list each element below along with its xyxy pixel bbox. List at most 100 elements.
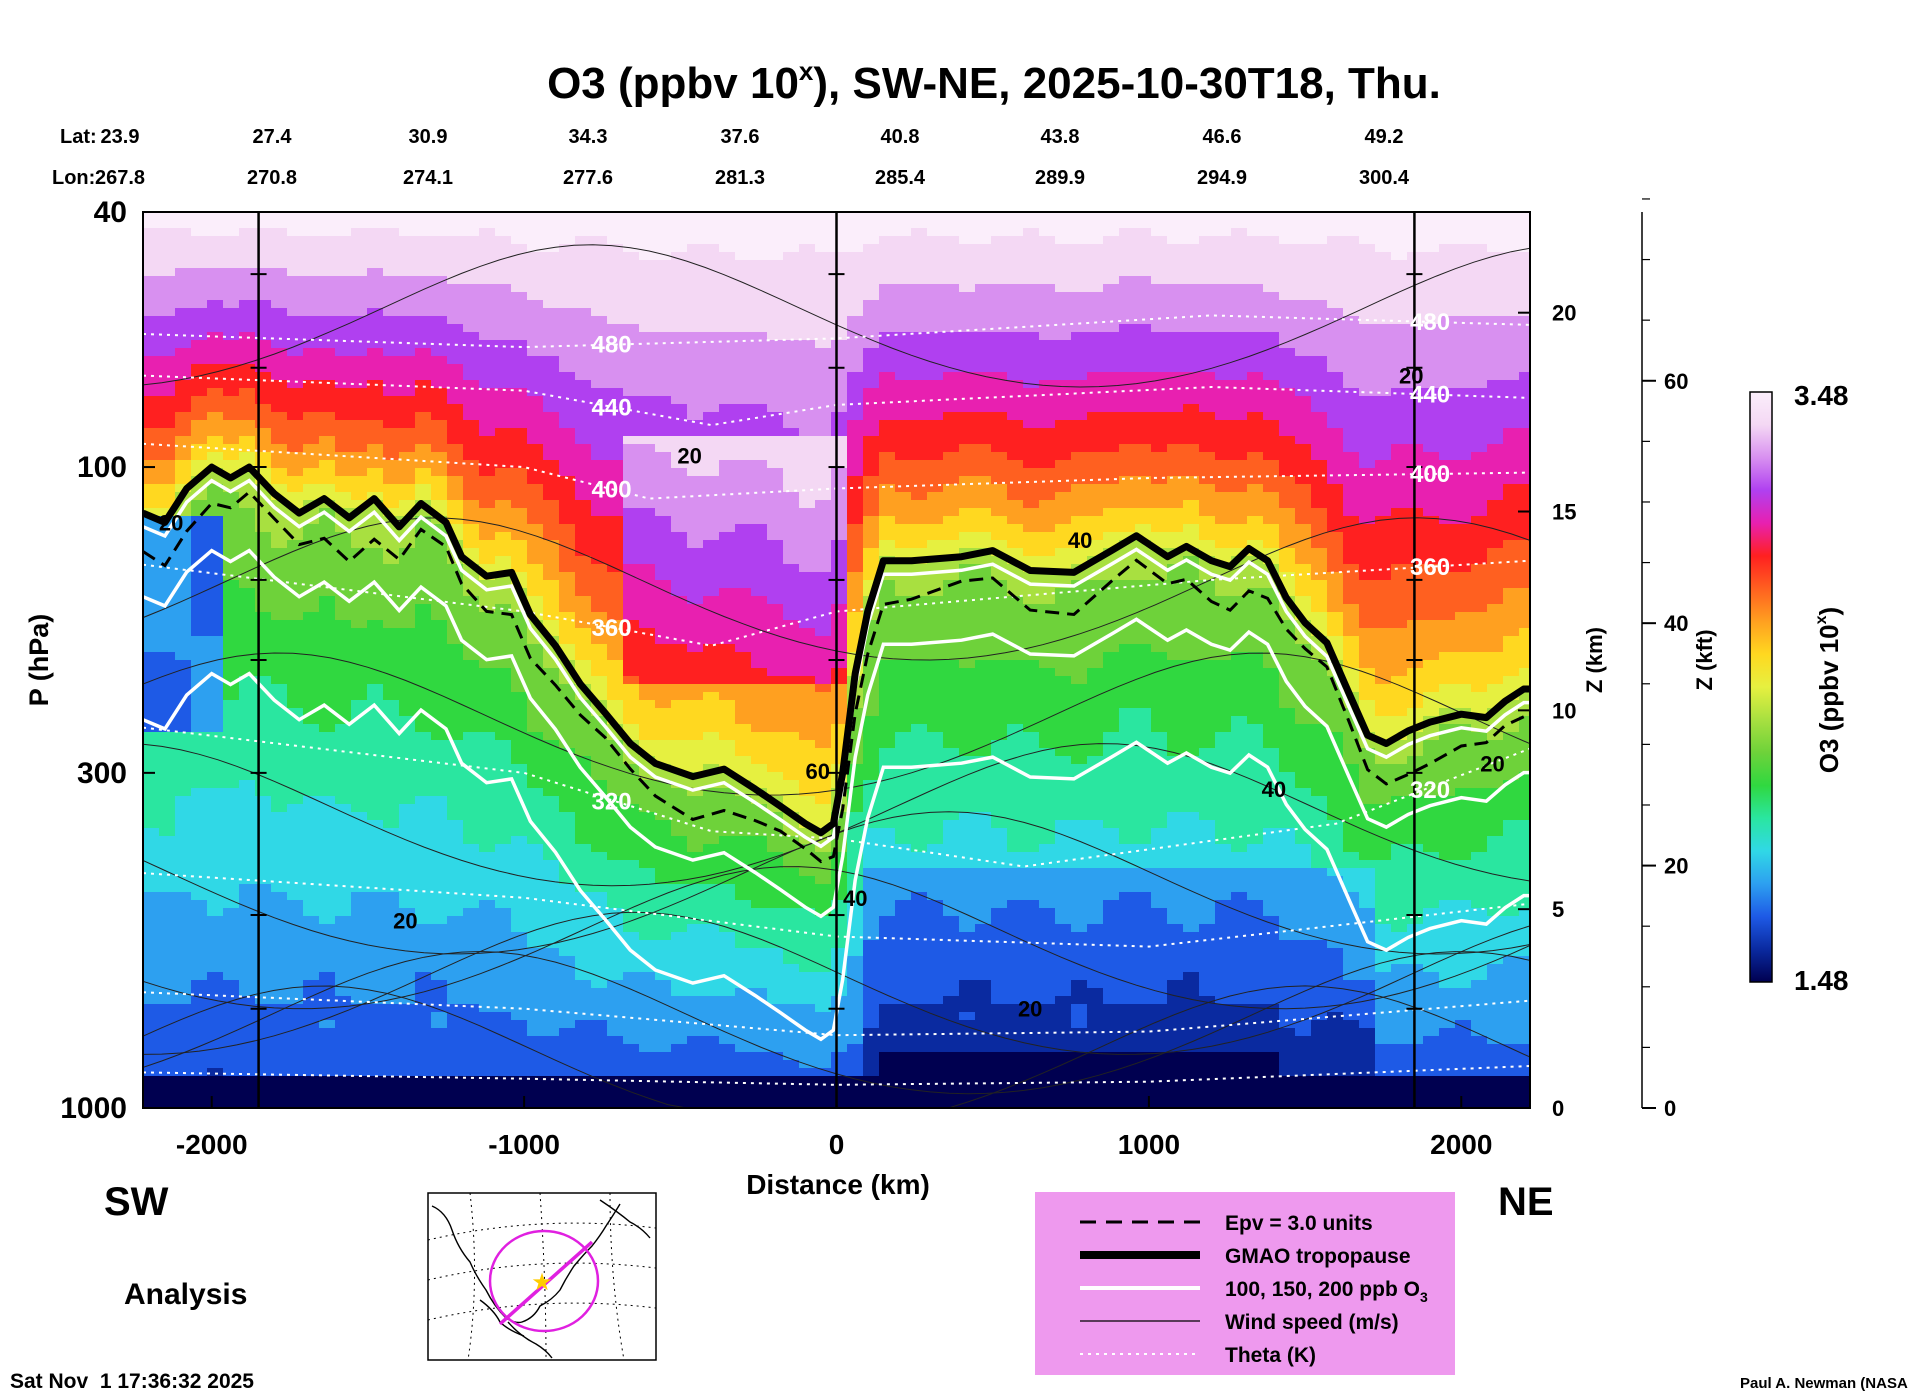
ozone-cell: [255, 604, 272, 613]
ozone-cell: [367, 548, 384, 557]
ozone-cell: [607, 708, 624, 717]
ozone-cell: [399, 732, 416, 741]
ozone-cell: [687, 1100, 704, 1108]
ozone-cell: [783, 332, 800, 341]
ozone-cell: [671, 516, 688, 525]
ozone-cell: [735, 476, 752, 485]
ozone-cell: [719, 524, 736, 533]
ozone-cell: [463, 716, 480, 725]
ozone-cell: [847, 292, 864, 301]
ozone-cell: [767, 596, 784, 605]
ozone-cell: [575, 660, 592, 669]
ozone-cell: [255, 236, 272, 245]
ozone-cell: [527, 572, 544, 581]
ozone-cell: [623, 1084, 640, 1093]
ozone-cell: [271, 812, 288, 821]
ozone-cell: [735, 868, 752, 877]
ozone-cell: [815, 716, 832, 725]
ozone-cell: [751, 1036, 768, 1045]
ozone-cell: [223, 772, 240, 781]
ozone-cell: [495, 908, 512, 917]
ozone-cell: [783, 412, 800, 421]
ozone-cell: [687, 668, 704, 677]
ozone-cell: [447, 804, 464, 813]
ozone-cell: [463, 844, 480, 853]
ozone-cell: [783, 444, 800, 453]
ozone-cell: [223, 892, 240, 901]
ozone-cell: [767, 740, 784, 749]
ozone-cell: [223, 820, 240, 829]
ozone-cell: [415, 1052, 432, 1061]
ozone-cell: [703, 604, 720, 613]
ozone-cell: [207, 988, 224, 997]
ozone-cell: [303, 300, 320, 309]
ozone-cell: [335, 620, 352, 629]
ozone-cell: [159, 324, 176, 333]
ozone-cell: [143, 876, 160, 885]
ozone-cell: [639, 828, 656, 837]
ozone-cell: [815, 780, 832, 789]
ozone-cell: [399, 324, 416, 333]
ozone-cell: [175, 748, 192, 757]
ozone-cell: [767, 628, 784, 637]
ozone-cell: [399, 332, 416, 341]
ozone-cell: [447, 940, 464, 949]
ozone-cell: [671, 996, 688, 1005]
ozone-cell: [751, 772, 768, 781]
ozone-cell: [783, 732, 800, 741]
ozone-cell: [303, 484, 320, 493]
ozone-cell: [511, 836, 528, 845]
ozone-cell: [527, 420, 544, 429]
ozone-cell: [623, 1044, 640, 1053]
ozone-cell: [783, 1052, 800, 1061]
ozone-cell: [639, 244, 656, 253]
ozone-cell: [303, 652, 320, 661]
ozone-cell: [783, 556, 800, 565]
ozone-cell: [527, 740, 544, 749]
ozone-cell: [175, 252, 192, 261]
ozone-cell: [751, 1004, 768, 1013]
ozone-cell: [463, 908, 480, 917]
ozone-cell: [463, 244, 480, 253]
ozone-cell: [719, 732, 736, 741]
ozone-cell: [511, 684, 528, 693]
ozone-cell: [607, 972, 624, 981]
ozone-cell: [239, 812, 256, 821]
ozone-cell: [367, 636, 384, 645]
ozone-cell: [591, 516, 608, 525]
ozone-cell: [703, 1068, 720, 1077]
ozone-cell: [463, 836, 480, 845]
ozone-cell: [143, 500, 160, 509]
ozone-cell: [767, 668, 784, 677]
ozone-cell: [639, 460, 656, 469]
ozone-cell: [719, 924, 736, 933]
ozone-cell: [303, 964, 320, 973]
ozone-cell: [767, 1084, 784, 1093]
ozone-cell: [511, 1012, 528, 1021]
ozone-cell: [847, 396, 864, 405]
ozone-cell: [175, 308, 192, 317]
ozone-cell: [687, 268, 704, 277]
ozone-cell: [287, 252, 304, 261]
ozone-cell: [751, 452, 768, 461]
ozone-cell: [639, 580, 656, 589]
ozone-cell: [847, 476, 864, 485]
ozone-cell: [703, 796, 720, 805]
ozone-cell: [319, 812, 336, 821]
ozone-cell: [335, 708, 352, 717]
ozone-cell: [463, 812, 480, 821]
ozone-cell: [527, 932, 544, 941]
ozone-cell: [847, 372, 864, 381]
ozone-cell: [399, 692, 416, 701]
ozone-cell: [303, 868, 320, 877]
ozone-cell: [767, 444, 784, 453]
ozone-cell: [303, 788, 320, 797]
ozone-cell: [639, 740, 656, 749]
ozone-cell: [623, 884, 640, 893]
ozone-cell: [815, 932, 832, 941]
ozone-cell: [831, 284, 848, 293]
ozone-cell: [543, 764, 560, 773]
ozone-cell: [591, 564, 608, 573]
ozone-cell: [479, 252, 496, 261]
ozone-cell: [383, 1044, 400, 1053]
